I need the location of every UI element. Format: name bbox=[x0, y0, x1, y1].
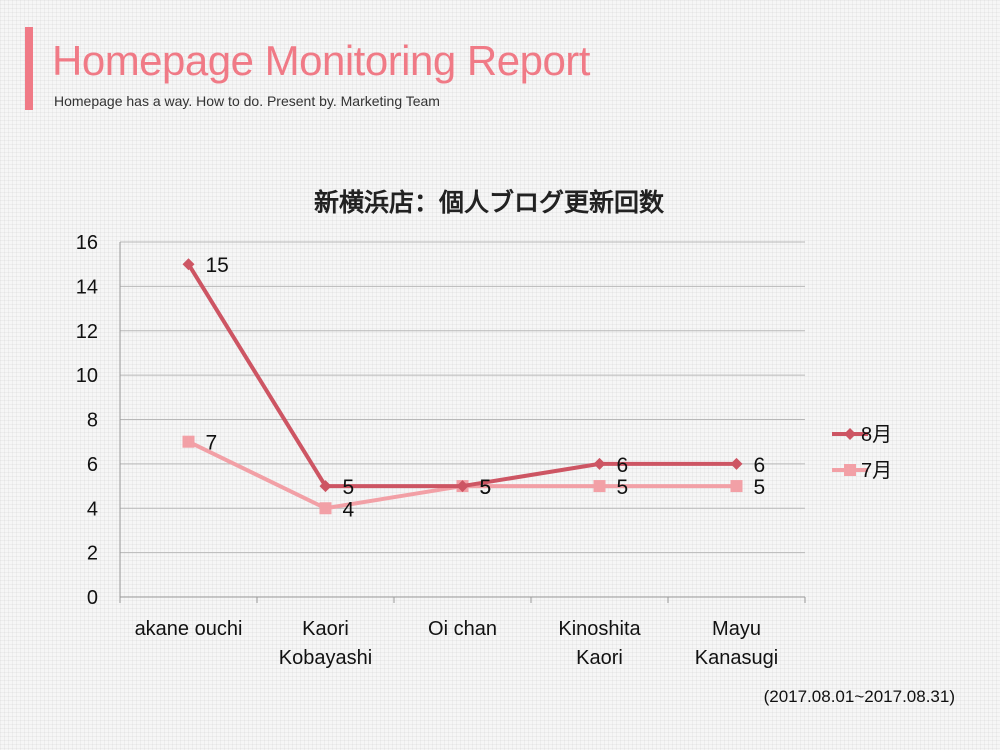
data-label: 5 bbox=[480, 476, 492, 499]
y-tick-label: 16 bbox=[76, 232, 98, 254]
legend-marker bbox=[844, 464, 856, 476]
data-label: 5 bbox=[754, 476, 766, 499]
page-subtitle: Homepage has a way. How to do. Present b… bbox=[54, 93, 440, 109]
data-label: 6 bbox=[754, 454, 766, 477]
chart-title: 新横浜店：個人ブログ更新回数 bbox=[314, 188, 665, 217]
x-category-label: Mayu Kanasugi bbox=[695, 618, 778, 669]
x-axis: akane ouchi Kaori Kobayashi Oi chan Kinoshit… bbox=[119, 597, 806, 669]
y-axis: 0 2 4 6 8 10 12 14 16 bbox=[76, 232, 121, 609]
y-tick-label: 12 bbox=[76, 321, 98, 343]
y-tick-label: 6 bbox=[87, 454, 98, 476]
data-label: 4 bbox=[343, 498, 355, 521]
data-label: 5 bbox=[480, 476, 492, 499]
legend-marker bbox=[844, 428, 856, 440]
data-label: 5 bbox=[343, 476, 355, 499]
data-label: 15 bbox=[206, 254, 229, 277]
data-label: 6 bbox=[617, 454, 629, 477]
title-accent-bar bbox=[25, 27, 33, 110]
data-point bbox=[730, 457, 743, 470]
legend-label: 7月 bbox=[861, 460, 892, 482]
y-tick-label: 2 bbox=[87, 543, 98, 565]
chart-legend: 8月 7月 bbox=[832, 424, 892, 482]
y-tick-label: 10 bbox=[76, 365, 98, 387]
series-line bbox=[187, 439, 737, 511]
page-title: Homepage Monitoring Report bbox=[52, 37, 590, 84]
y-tick-label: 14 bbox=[76, 276, 98, 298]
data-point bbox=[319, 502, 332, 515]
data-point bbox=[182, 435, 195, 448]
data-point bbox=[182, 258, 195, 271]
y-tick-label: 4 bbox=[87, 498, 98, 520]
date-range-footnote: (2017.08.01~2017.08.31) bbox=[763, 687, 955, 706]
data-point bbox=[593, 457, 606, 470]
x-category-label: Oi chan bbox=[428, 618, 497, 640]
y-tick-label: 0 bbox=[87, 587, 98, 609]
data-label: 7 bbox=[206, 432, 218, 455]
data-point bbox=[593, 480, 606, 493]
data-point bbox=[456, 480, 469, 493]
y-tick-label: 8 bbox=[87, 410, 98, 432]
data-label: 5 bbox=[617, 476, 629, 499]
x-category-label: akane ouchi bbox=[135, 618, 243, 640]
chart-series bbox=[182, 258, 743, 515]
chart-grid bbox=[120, 241, 805, 598]
data-point bbox=[730, 480, 743, 493]
legend-label: 8月 bbox=[861, 424, 892, 446]
x-category-label: Kaori Kobayashi bbox=[279, 618, 372, 669]
data-point bbox=[319, 480, 332, 493]
x-category-label: Kinoshita Kaori bbox=[558, 618, 641, 669]
